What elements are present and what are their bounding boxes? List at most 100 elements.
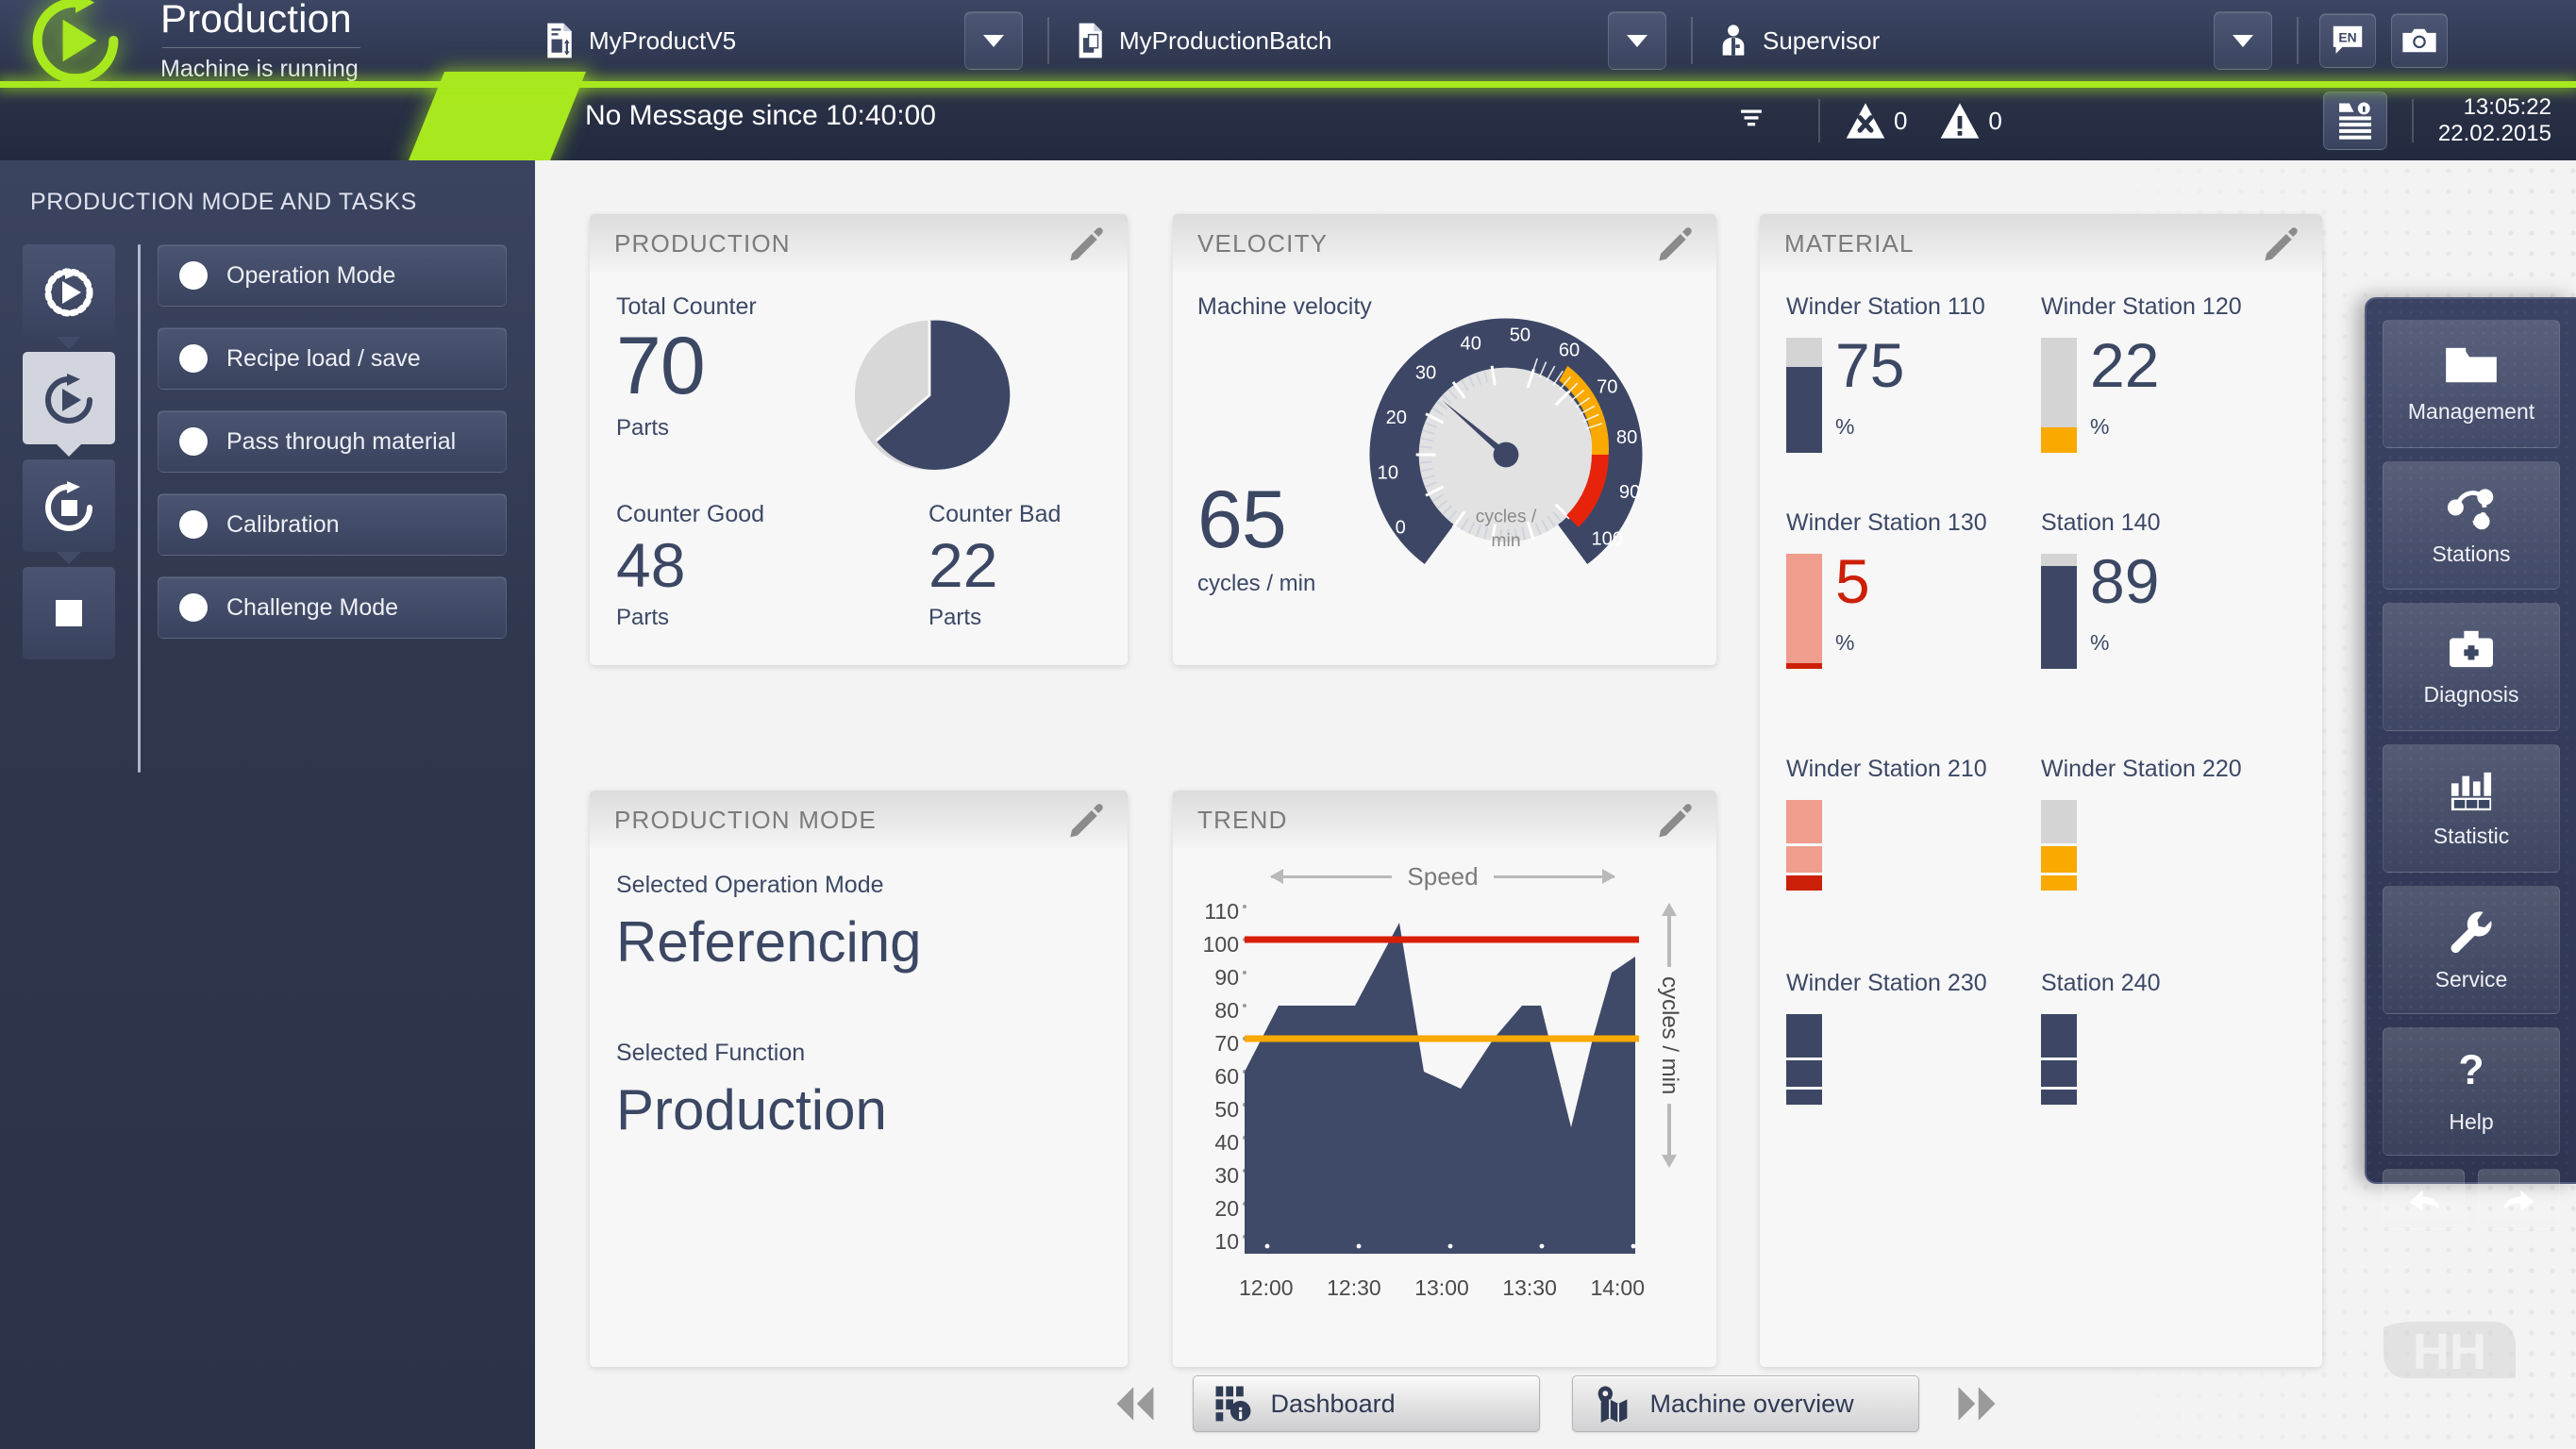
- batch-dropdown-button[interactable]: [1608, 11, 1666, 70]
- material-station[interactable]: Winder Station 120 22 %: [2041, 293, 2296, 485]
- message-log-icon: [2338, 102, 2371, 140]
- material-station[interactable]: Winder Station 130 5 %: [1786, 485, 2041, 701]
- sidebar-mode-production[interactable]: [23, 352, 115, 444]
- task-calibration[interactable]: Calibration: [158, 493, 507, 556]
- user-dropdown-button[interactable]: [2214, 11, 2272, 70]
- counter-good-value: 48: [616, 530, 686, 600]
- next-page-button[interactable]: [1951, 1382, 2002, 1425]
- pencil-edit-icon[interactable]: [1656, 225, 1694, 262]
- production-mode-card-header: PRODUCTION MODE: [590, 791, 1128, 849]
- flyout-item-service[interactable]: Service: [2383, 886, 2560, 1014]
- material-station[interactable]: Station 240: [2041, 923, 2296, 1137]
- material-station[interactable]: Winder Station 210: [1786, 701, 2041, 923]
- error-counter[interactable]: 0: [1845, 101, 1907, 141]
- velocity-unit: cycles / min: [1197, 570, 1316, 596]
- counter-good-block: Counter Good 48 Parts: [616, 501, 764, 631]
- message-log-button[interactable]: [2322, 92, 2387, 150]
- warning-count: 0: [1988, 106, 2002, 135]
- pencil-edit-icon[interactable]: [1067, 801, 1105, 839]
- header-divider-1: [1047, 17, 1049, 64]
- stack-segment: [1786, 1060, 1822, 1087]
- undo-button[interactable]: [2383, 1169, 2465, 1229]
- radio-indicator: [179, 593, 208, 622]
- radio-indicator: [179, 510, 208, 539]
- left-arrow-icon: [1270, 869, 1393, 884]
- sidebar-mode-setup[interactable]: [23, 244, 115, 337]
- user-item[interactable]: Supervisor: [1693, 23, 1880, 58]
- stack-segment: [2041, 800, 2077, 843]
- user-selector[interactable]: Supervisor: [1693, 0, 2297, 81]
- task-label: Operation Mode: [226, 261, 396, 289]
- pencil-edit-icon[interactable]: [1656, 801, 1694, 839]
- question-mark-icon: ?: [2458, 1049, 2484, 1093]
- svg-text:50: 50: [1510, 325, 1531, 345]
- task-pass-through-material[interactable]: Pass through material: [158, 410, 507, 473]
- selected-operation-mode-label: Selected Operation Mode: [616, 872, 884, 898]
- trend-y-axis-label-group: cycles / min: [1645, 897, 1682, 1170]
- material-card: MATERIAL Winder Station 110 75 %: [1760, 214, 2322, 1367]
- material-station[interactable]: Winder Station 220: [2041, 701, 2296, 923]
- up-arrow-icon: [1662, 903, 1677, 967]
- batch-item[interactable]: MyProductionBatch: [1049, 22, 1331, 59]
- station-value: 22: [2090, 330, 2160, 400]
- language-button[interactable]: EN: [2319, 13, 2376, 68]
- station-name: Winder Station 130: [1786, 509, 1987, 536]
- production-card-header: PRODUCTION: [590, 214, 1128, 273]
- material-station[interactable]: Winder Station 230: [1786, 923, 2041, 1137]
- dotted-play-cycle-icon: [44, 268, 93, 317]
- flyout-item-statistic[interactable]: Statistic: [2383, 744, 2560, 873]
- station-unit: %: [1835, 630, 1855, 656]
- counter-good-label: Counter Good: [616, 501, 765, 527]
- pencil-edit-icon[interactable]: [1067, 225, 1105, 262]
- user-label: Supervisor: [1763, 25, 1881, 55]
- status-accent-line: [0, 81, 2576, 88]
- page-button-machine-overview[interactable]: Machine overview: [1571, 1375, 1919, 1432]
- flyout-item-stations[interactable]: Stations: [2383, 461, 2560, 590]
- velocity-value-block: 65 cycles / min: [1197, 479, 1316, 597]
- stack-segment: [1786, 800, 1822, 843]
- production-card: PRODUCTION Total Counter 70 Parts: [590, 214, 1128, 665]
- prev-page-button[interactable]: [1110, 1382, 1161, 1425]
- batch-selector[interactable]: MyProductionBatch: [1049, 0, 1691, 81]
- flyout-item-diagnosis[interactable]: Diagnosis: [2383, 603, 2560, 731]
- stack-segment: [2041, 1014, 2077, 1058]
- flyout-item-management[interactable]: Management: [2383, 320, 2560, 448]
- task-recipe-load-save[interactable]: Recipe load / save: [158, 327, 507, 390]
- pencil-edit-icon[interactable]: [2262, 225, 2300, 262]
- material-station[interactable]: Station 140 89 %: [2041, 485, 2296, 701]
- task-operation-mode[interactable]: Operation Mode: [158, 244, 507, 307]
- screenshot-button[interactable]: [2391, 13, 2448, 68]
- x-tick: 13:30: [1502, 1275, 1557, 1300]
- product-selector[interactable]: MyProductV5: [519, 0, 1047, 81]
- sidebar-mode-stop[interactable]: [23, 567, 115, 659]
- production-pie-chart: [845, 310, 1014, 485]
- y-tick: 50: [1214, 1097, 1239, 1122]
- x-tick: 13:00: [1414, 1275, 1469, 1300]
- y-tick: 70: [1214, 1031, 1239, 1056]
- total-counter-block: Total Counter 70 Parts: [616, 293, 757, 441]
- play-cycle-logo-icon: [32, 0, 119, 84]
- redo-button[interactable]: [2478, 1169, 2560, 1229]
- station-segment-stack: [2041, 1014, 2077, 1105]
- station-level-fill: [1786, 366, 1822, 453]
- task-challenge-mode[interactable]: Challenge Mode: [158, 576, 507, 639]
- flyout-item-help[interactable]: ? Help: [2383, 1027, 2560, 1156]
- square-cycle-icon: [45, 481, 92, 531]
- gauge-unit-line1: cycles /: [1476, 507, 1537, 527]
- product-dropdown-button[interactable]: [964, 11, 1023, 70]
- trend-card-header: TREND: [1173, 791, 1716, 849]
- svg-text:60: 60: [1559, 341, 1580, 361]
- sidebar-mode-single-step[interactable]: [23, 459, 115, 552]
- counter-bad-label: Counter Bad: [928, 501, 1062, 527]
- material-card-header: MATERIAL: [1760, 214, 2322, 273]
- page-button-dashboard[interactable]: Dashboard: [1192, 1375, 1540, 1432]
- station-unit: %: [2090, 414, 2110, 440]
- watermark-text: HH: [2413, 1324, 2486, 1380]
- stack-segment: [2041, 875, 2077, 891]
- warning-counter[interactable]: 0: [1939, 101, 2002, 141]
- velocity-card-header: VELOCITY: [1173, 214, 1716, 273]
- message-filter-button[interactable]: [1709, 105, 1794, 138]
- material-station[interactable]: Winder Station 110 75 %: [1786, 293, 2041, 485]
- undo-arrow-icon: [2409, 1190, 2440, 1211]
- product-item[interactable]: MyProductV5: [519, 22, 736, 59]
